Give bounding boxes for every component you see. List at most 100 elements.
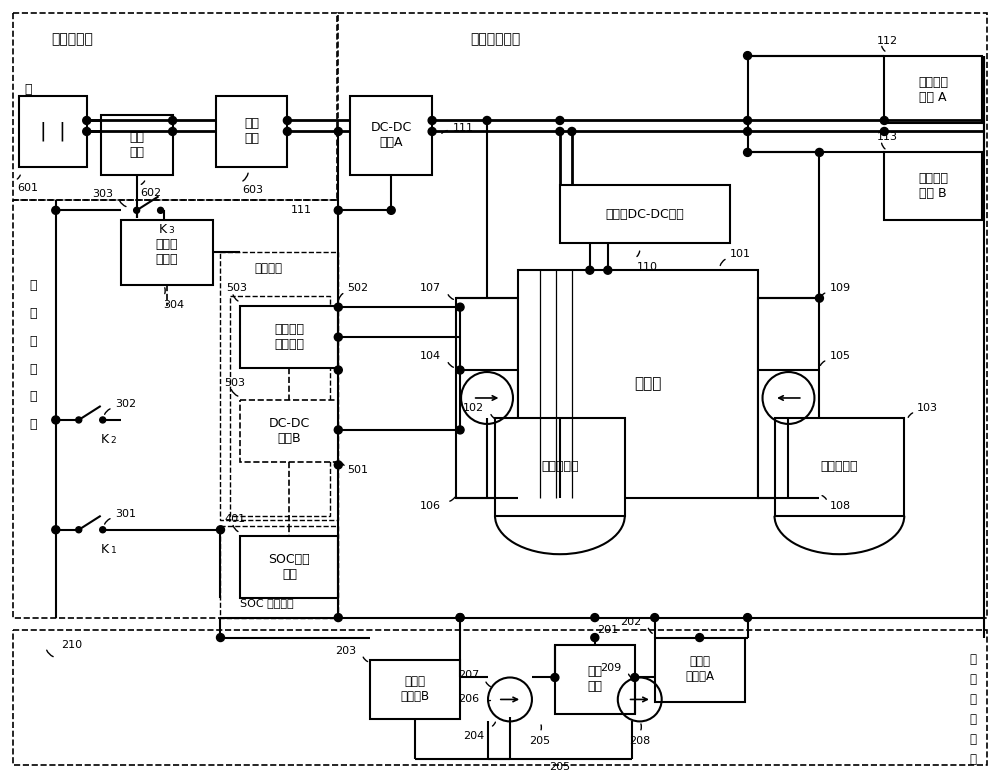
Text: 副泵驱
动模块B: 副泵驱 动模块B — [401, 675, 430, 703]
Text: 106: 106 — [420, 501, 441, 511]
Circle shape — [551, 674, 559, 682]
Text: 控: 控 — [29, 335, 37, 348]
Text: 401: 401 — [224, 513, 246, 524]
Bar — [13, 201, 338, 618]
Text: 兆瓦级DC-DC模块: 兆瓦级DC-DC模块 — [605, 208, 684, 221]
Text: SOC测量
模块: SOC测量 模块 — [269, 552, 310, 580]
Circle shape — [586, 266, 594, 274]
Text: 207: 207 — [458, 671, 479, 681]
FancyArrowPatch shape — [908, 413, 913, 417]
Bar — [240, 307, 338, 368]
Circle shape — [744, 128, 752, 135]
FancyArrowPatch shape — [448, 295, 453, 300]
Circle shape — [134, 207, 140, 213]
Text: 正极电解液: 正极电解液 — [541, 461, 579, 473]
Circle shape — [456, 614, 464, 622]
Bar — [240, 400, 338, 462]
Bar — [655, 637, 745, 703]
Text: 辅助
电池: 辅助 电池 — [587, 665, 602, 693]
Circle shape — [483, 117, 491, 124]
Circle shape — [52, 416, 60, 424]
Text: 301: 301 — [115, 509, 136, 519]
Bar — [555, 644, 635, 714]
Circle shape — [815, 149, 823, 156]
Circle shape — [556, 117, 564, 124]
Text: 603: 603 — [242, 185, 263, 195]
Bar — [220, 526, 338, 618]
Text: 充电
模块: 充电 模块 — [129, 131, 144, 159]
FancyArrowPatch shape — [450, 497, 455, 501]
Text: 供电单元: 供电单元 — [254, 262, 282, 275]
Circle shape — [83, 117, 91, 124]
Circle shape — [334, 303, 342, 311]
Circle shape — [744, 51, 752, 60]
Circle shape — [428, 117, 436, 124]
Circle shape — [169, 128, 177, 135]
Circle shape — [591, 614, 599, 622]
Text: 109: 109 — [829, 283, 851, 293]
FancyArrowPatch shape — [141, 181, 145, 184]
Circle shape — [556, 128, 564, 135]
Circle shape — [52, 526, 60, 534]
FancyArrowPatch shape — [243, 173, 248, 181]
Text: 1: 1 — [111, 545, 116, 555]
Circle shape — [283, 128, 291, 135]
Circle shape — [744, 117, 752, 124]
Text: 303: 303 — [92, 189, 113, 199]
FancyArrowPatch shape — [820, 361, 825, 366]
Text: 502: 502 — [347, 283, 368, 293]
FancyArrowPatch shape — [231, 390, 238, 396]
Text: 206: 206 — [458, 695, 479, 704]
Text: 304: 304 — [164, 300, 185, 310]
Text: 开关控
制模块: 开关控 制模块 — [155, 238, 178, 266]
Text: 101: 101 — [730, 249, 751, 259]
Text: 元: 元 — [970, 753, 977, 766]
Bar — [13, 629, 987, 766]
Text: 分: 分 — [29, 279, 37, 292]
Circle shape — [456, 426, 464, 434]
Text: SOC 测量单元: SOC 测量单元 — [240, 598, 294, 608]
Text: 201: 201 — [597, 625, 618, 635]
Text: 104: 104 — [420, 351, 441, 361]
Circle shape — [591, 633, 599, 642]
Bar — [456, 298, 518, 498]
Bar — [216, 96, 287, 167]
FancyArrowPatch shape — [339, 293, 343, 300]
Bar — [220, 252, 338, 520]
Circle shape — [568, 128, 576, 135]
FancyArrowPatch shape — [105, 409, 110, 415]
Text: 3: 3 — [169, 226, 174, 235]
Text: 单: 单 — [970, 733, 977, 746]
Text: 元: 元 — [29, 419, 37, 432]
Circle shape — [334, 426, 342, 434]
Circle shape — [169, 117, 177, 124]
Text: 107: 107 — [420, 283, 441, 293]
FancyArrowPatch shape — [629, 675, 632, 678]
FancyArrowPatch shape — [341, 463, 344, 465]
Bar — [350, 96, 432, 175]
Text: 113: 113 — [877, 132, 898, 142]
Circle shape — [744, 614, 752, 622]
FancyArrowPatch shape — [47, 650, 53, 657]
Circle shape — [217, 526, 224, 534]
Circle shape — [76, 527, 82, 533]
Text: 203: 203 — [335, 646, 356, 656]
Text: 单: 单 — [29, 391, 37, 404]
Text: 105: 105 — [829, 351, 850, 361]
Circle shape — [428, 128, 436, 135]
Bar — [121, 220, 213, 286]
Text: 负极电解液: 负极电解液 — [821, 461, 858, 473]
Circle shape — [217, 633, 224, 642]
FancyArrowPatch shape — [492, 722, 495, 726]
Bar — [518, 270, 758, 498]
FancyArrowPatch shape — [17, 175, 20, 179]
Text: 黑启动单元: 黑启动单元 — [51, 33, 93, 47]
FancyArrowPatch shape — [105, 519, 110, 524]
Circle shape — [696, 633, 704, 642]
Text: 主泵驱动
模块 A: 主泵驱动 模块 A — [918, 75, 948, 103]
Circle shape — [100, 417, 106, 423]
Text: 108: 108 — [829, 501, 851, 511]
Text: 放电
模块: 放电 模块 — [244, 117, 259, 145]
Text: 204: 204 — [463, 731, 484, 741]
Bar — [338, 12, 987, 618]
